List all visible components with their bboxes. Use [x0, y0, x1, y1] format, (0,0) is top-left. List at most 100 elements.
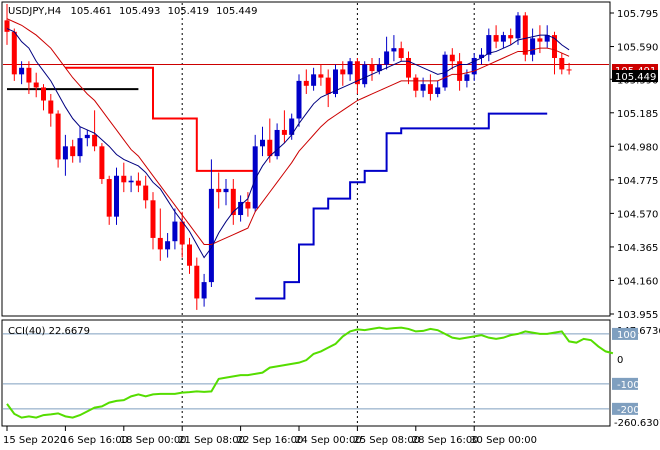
candle	[179, 211, 185, 258]
candle	[70, 139, 76, 163]
candle-body	[252, 146, 258, 209]
candle	[11, 28, 17, 81]
candle	[354, 57, 360, 94]
candle-body	[508, 35, 514, 39]
candle	[508, 28, 514, 45]
candle-body	[500, 35, 506, 42]
ohlc-high: 105.493	[119, 6, 160, 17]
candle	[559, 53, 565, 75]
candle	[165, 233, 171, 258]
price-tick-label: 104.365	[617, 243, 658, 254]
candle	[216, 172, 222, 209]
candle-body	[340, 69, 346, 75]
candle	[442, 51, 448, 91]
candle-body	[4, 20, 10, 32]
candle	[435, 80, 441, 98]
candle-body	[442, 54, 448, 88]
candle	[223, 179, 229, 206]
candle	[340, 61, 346, 86]
candle-body	[552, 35, 557, 58]
candle	[281, 110, 287, 144]
candle-body	[216, 188, 222, 193]
price-tick-label: 104.160	[617, 276, 658, 287]
cci-series-line	[6, 326, 614, 419]
cci-level-tag-bg	[612, 327, 638, 340]
candle-body	[391, 48, 397, 52]
candle	[267, 118, 273, 163]
candle-body	[376, 64, 382, 72]
candle-body	[150, 200, 156, 238]
cci-title: CCI(40) 22.6679	[8, 326, 90, 337]
candle-body	[230, 188, 236, 216]
cci-levels	[3, 333, 609, 410]
candle	[19, 61, 25, 85]
candle	[121, 162, 127, 193]
candle-body	[179, 221, 185, 245]
candle	[311, 67, 317, 91]
candle	[427, 74, 433, 101]
candle	[318, 64, 324, 86]
candle	[128, 175, 134, 193]
current-price-tag: 105.449	[615, 72, 656, 83]
candle-body	[493, 35, 499, 42]
cci-level-tag-bg	[612, 402, 638, 415]
price-tick-label: 105.795	[617, 9, 658, 20]
candle	[384, 36, 390, 70]
candle	[391, 35, 397, 62]
candle-body	[55, 113, 61, 160]
candle-body	[194, 265, 200, 299]
candle	[92, 110, 98, 152]
candle	[471, 53, 477, 81]
candle-body	[201, 282, 207, 299]
candle	[413, 74, 419, 98]
candle	[260, 126, 265, 157]
candle-body	[128, 180, 134, 183]
candle	[333, 64, 338, 98]
time-tick-label: 16 Sep 16:00	[61, 435, 128, 446]
ohlc-open: 105.461	[70, 6, 111, 17]
candle-body	[289, 118, 295, 135]
time-tick-label: 15 Sep 2020	[3, 435, 66, 446]
channel-upper-line	[65, 66, 256, 172]
channel-lower-line	[255, 112, 548, 300]
cci-max-label: 147.6736	[617, 326, 660, 337]
candle-body	[384, 51, 390, 65]
candle	[522, 12, 528, 62]
cci-level-label: -200	[617, 405, 640, 416]
time-tick-label: 30 Sep 00:00	[470, 435, 537, 446]
candle	[77, 126, 83, 163]
cci-level-label: 0	[617, 355, 623, 366]
candle-body	[427, 84, 433, 94]
candle	[406, 51, 411, 85]
candle	[566, 62, 572, 75]
candle-body	[165, 241, 171, 250]
candle	[347, 57, 353, 81]
candle-body	[303, 80, 309, 86]
candle-body	[106, 179, 112, 217]
candle-body	[157, 237, 163, 250]
price-panel-frame	[1, 1, 611, 317]
candle	[230, 179, 236, 225]
candle-body	[296, 80, 302, 119]
price-tags: 105.491 105.449	[612, 64, 658, 83]
candle-body	[347, 61, 353, 75]
price-tick-label: 105.185	[617, 109, 658, 120]
time-tick-label: 28 Sep 16:00	[412, 435, 479, 446]
time-tick-label: 21 Sep 08:00	[178, 435, 245, 446]
candle-body	[420, 84, 426, 91]
ohlc-low: 105.419	[168, 6, 209, 17]
candle	[41, 84, 46, 111]
candle-body	[522, 15, 528, 55]
candle	[150, 192, 156, 250]
candle-body	[84, 134, 90, 139]
candle	[274, 123, 280, 160]
cci-panel: CCI(40) 22.6679	[1, 319, 614, 427]
candle-body	[33, 82, 39, 88]
candle	[135, 172, 141, 193]
candle-body	[99, 146, 105, 180]
candle	[252, 134, 258, 212]
candle-body	[92, 134, 98, 147]
candle	[486, 28, 492, 62]
candle-body	[281, 129, 287, 135]
time-tick-label: 18 Sep 00:00	[120, 435, 187, 446]
